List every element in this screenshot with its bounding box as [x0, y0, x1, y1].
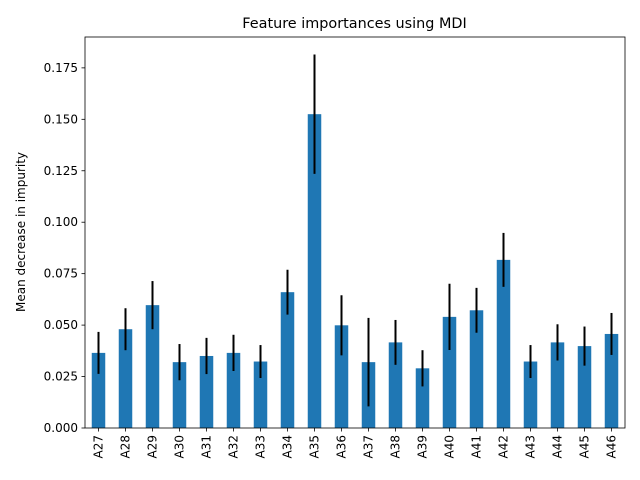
x-tick-label: A39 [416, 435, 430, 458]
bar-A35 [307, 114, 322, 428]
x-tick-label: A46 [605, 435, 619, 458]
y-tick-label: 0.125 [44, 164, 78, 178]
y-tick-label: 0.150 [44, 112, 78, 126]
bar-A38 [388, 342, 403, 428]
x-tick-label: A34 [281, 435, 295, 458]
bar-A46 [604, 333, 619, 428]
y-axis-title: Mean decrease in impurity [14, 152, 28, 312]
bar-A45 [577, 346, 592, 428]
y-tick-label: 0.000 [44, 421, 78, 435]
x-tick-label: A45 [578, 435, 592, 458]
x-tick-label: A36 [335, 435, 349, 458]
bar-A28 [118, 329, 133, 428]
bar-A30 [172, 362, 187, 428]
bar-A32 [226, 352, 241, 428]
y-tick-label: 0.050 [44, 318, 78, 332]
bar-A39 [415, 368, 430, 428]
y-tick-label: 0.075 [44, 267, 78, 281]
bar-A29 [145, 305, 160, 428]
bar-A40 [442, 316, 457, 428]
x-tick-label: A31 [200, 435, 214, 458]
bar-A41 [469, 310, 484, 428]
x-tick-label: A33 [254, 435, 268, 458]
x-tick-label: A37 [362, 435, 376, 458]
plot-area: 0.000 0.025 0.050 0.075 0.100 0.125 0.150 0.175… [44, 36, 626, 458]
x-tick-label: A40 [443, 435, 457, 458]
x-tick-label: A29 [146, 435, 160, 458]
bar-A27 [91, 352, 106, 428]
x-tick-label: A28 [119, 435, 133, 458]
y-tick-label: 0.175 [44, 61, 78, 75]
bar-A42 [496, 259, 511, 428]
x-tick-label: A41 [470, 435, 484, 458]
x-tick-label: A27 [92, 435, 106, 458]
x-tick-label: A32 [227, 435, 241, 458]
x-tick-label: A30 [173, 435, 187, 458]
x-tick-label: A38 [389, 435, 403, 458]
bar-A36 [334, 325, 349, 428]
bar-A34 [280, 292, 295, 428]
x-tick-label: A42 [497, 435, 511, 458]
bar-A33 [253, 361, 268, 428]
y-tick-label: 0.025 [44, 370, 78, 384]
x-tick-label: A35 [308, 435, 322, 458]
bar-A31 [199, 355, 214, 428]
axes-frame [84, 36, 626, 429]
x-tick-label: A44 [551, 435, 565, 458]
bar-A43 [523, 361, 538, 428]
x-tick-label: A43 [524, 435, 538, 458]
y-tick-label: 0.100 [44, 215, 78, 229]
bar-A44 [550, 342, 565, 428]
chart-title: Feature importances using MDI [242, 16, 466, 32]
